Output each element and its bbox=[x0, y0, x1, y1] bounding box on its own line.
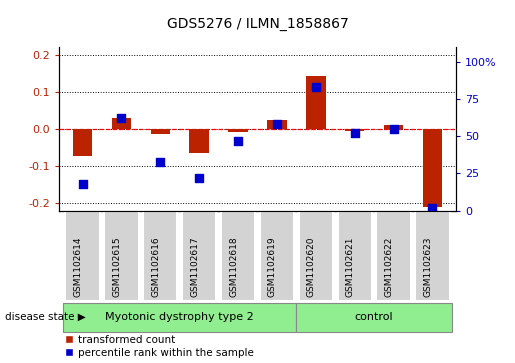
Point bbox=[312, 84, 320, 90]
Text: disease state ▶: disease state ▶ bbox=[5, 312, 86, 322]
Bar bbox=[182, 211, 216, 301]
Point bbox=[428, 205, 437, 211]
Text: GSM1102618: GSM1102618 bbox=[229, 236, 238, 297]
Point bbox=[117, 115, 126, 121]
Bar bbox=[267, 119, 287, 129]
Text: control: control bbox=[355, 312, 393, 322]
Bar bbox=[376, 211, 410, 301]
Text: GSM1102619: GSM1102619 bbox=[268, 236, 277, 297]
Bar bbox=[338, 211, 372, 301]
Point bbox=[273, 122, 281, 127]
Bar bbox=[306, 76, 325, 129]
Bar bbox=[423, 129, 442, 207]
Bar bbox=[415, 211, 450, 301]
Legend: transformed count, percentile rank within the sample: transformed count, percentile rank withi… bbox=[64, 335, 254, 358]
Bar bbox=[73, 129, 92, 156]
Point bbox=[156, 159, 164, 164]
Bar bbox=[260, 211, 294, 301]
Point bbox=[195, 175, 203, 181]
Bar bbox=[190, 129, 209, 153]
Bar bbox=[150, 129, 170, 134]
Bar bbox=[228, 129, 248, 132]
Text: GDS5276 / ILMN_1858867: GDS5276 / ILMN_1858867 bbox=[167, 17, 348, 30]
Bar bbox=[112, 118, 131, 129]
Text: Myotonic dystrophy type 2: Myotonic dystrophy type 2 bbox=[106, 312, 254, 322]
Text: GSM1102615: GSM1102615 bbox=[112, 236, 122, 297]
Point bbox=[351, 130, 359, 136]
Bar bbox=[221, 211, 255, 301]
Bar bbox=[143, 211, 177, 301]
Text: GSM1102621: GSM1102621 bbox=[346, 236, 355, 297]
Bar bbox=[296, 303, 452, 333]
Point bbox=[234, 138, 242, 144]
Text: GSM1102623: GSM1102623 bbox=[423, 236, 433, 297]
Text: GSM1102617: GSM1102617 bbox=[190, 236, 199, 297]
Text: GSM1102622: GSM1102622 bbox=[385, 236, 393, 297]
Text: GSM1102614: GSM1102614 bbox=[74, 236, 82, 297]
Bar bbox=[63, 303, 296, 333]
Point bbox=[389, 126, 398, 132]
Bar bbox=[345, 129, 365, 131]
Bar bbox=[105, 211, 139, 301]
Point bbox=[78, 181, 87, 187]
Bar bbox=[65, 211, 100, 301]
Text: GSM1102616: GSM1102616 bbox=[151, 236, 160, 297]
Bar bbox=[384, 125, 403, 129]
Bar bbox=[299, 211, 333, 301]
Text: GSM1102620: GSM1102620 bbox=[307, 236, 316, 297]
